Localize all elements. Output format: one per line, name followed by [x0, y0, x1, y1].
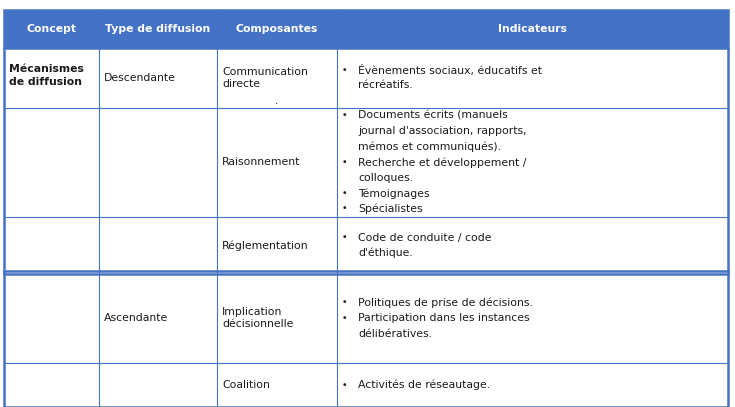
Text: Descendante: Descendante: [104, 73, 176, 83]
Text: Évènements sociaux, éducatifs et: Évènements sociaux, éducatifs et: [358, 64, 542, 76]
Text: Réglementation: Réglementation: [222, 240, 309, 251]
Text: •: •: [342, 158, 347, 167]
Text: •: •: [342, 233, 347, 242]
Text: journal d'association, rapports,: journal d'association, rapports,: [358, 127, 526, 136]
Text: •: •: [342, 204, 347, 213]
Text: Raisonnement: Raisonnement: [222, 158, 301, 167]
Text: •: •: [342, 112, 347, 120]
Text: délibératives.: délibératives.: [358, 329, 432, 339]
Text: Témoignages: Témoignages: [358, 188, 429, 199]
Text: •: •: [342, 314, 347, 323]
Text: mémos et communiqués).: mémos et communiqués).: [358, 142, 501, 152]
Text: Implication
décisionnelle: Implication décisionnelle: [222, 307, 293, 330]
Text: colloques.: colloques.: [358, 173, 413, 183]
Text: Composantes: Composantes: [235, 24, 318, 34]
Text: Participation dans les instances: Participation dans les instances: [358, 313, 530, 323]
Text: Indicateurs: Indicateurs: [498, 24, 567, 34]
Text: d'éthique.: d'éthique.: [358, 248, 412, 258]
Bar: [4, 10, 728, 48]
Text: Activités de réseautage.: Activités de réseautage.: [358, 380, 490, 390]
Text: Type de diffusion: Type de diffusion: [105, 24, 211, 34]
Text: .: .: [275, 96, 279, 105]
Text: •: •: [342, 189, 347, 198]
Text: •: •: [342, 298, 347, 307]
Text: Coalition: Coalition: [222, 380, 270, 390]
Text: Recherche et développement /: Recherche et développement /: [358, 157, 526, 168]
Text: Code de conduite / code: Code de conduite / code: [358, 233, 492, 243]
Text: •: •: [342, 381, 347, 389]
Text: Concept: Concept: [26, 24, 76, 34]
Text: récréatifs.: récréatifs.: [358, 81, 412, 90]
Text: •: •: [342, 66, 347, 74]
Text: Mécanismes
de diffusion: Mécanismes de diffusion: [9, 64, 84, 87]
Text: Communication
directe: Communication directe: [222, 66, 308, 89]
Text: Documents écrits (manuels: Documents écrits (manuels: [358, 111, 508, 121]
Text: Politiques de prise de décisions.: Politiques de prise de décisions.: [358, 298, 533, 308]
Text: Ascendante: Ascendante: [104, 313, 168, 323]
Text: Spécialistes: Spécialistes: [358, 204, 423, 214]
